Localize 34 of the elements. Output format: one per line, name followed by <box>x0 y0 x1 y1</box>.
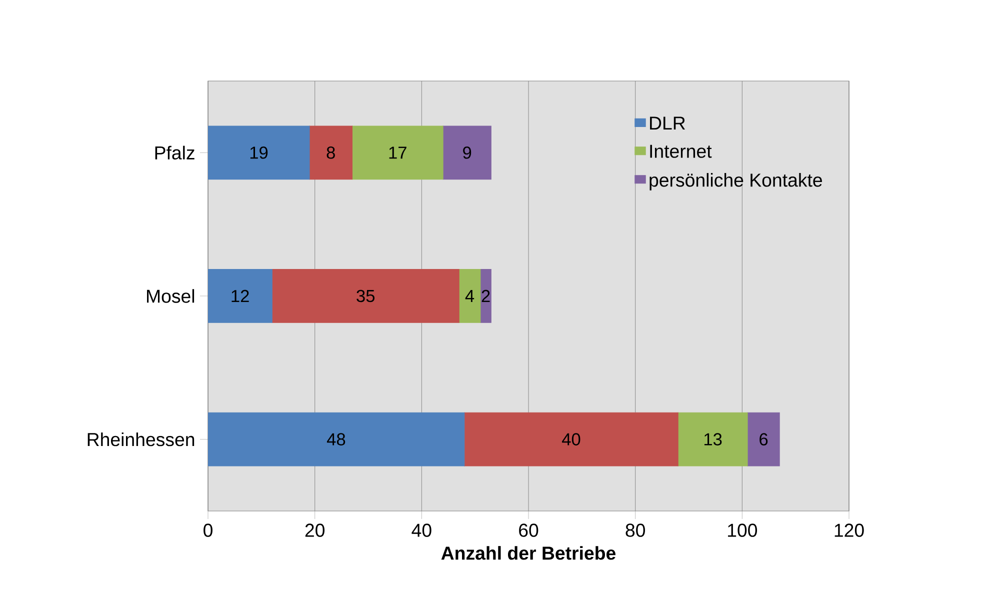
data-label: 6 <box>760 433 768 446</box>
legend-label: DLR <box>650 116 685 130</box>
bar <box>442 126 492 180</box>
legend-label: persönliche Kontakte <box>650 173 822 190</box>
x-axis-title: Anzahl der Betriebe <box>441 546 616 560</box>
data-label: 4 <box>465 290 474 302</box>
x-tick-label: 120 <box>834 524 864 537</box>
x-tick-label: 0 <box>204 524 212 537</box>
x-tick-label: 80 <box>626 524 645 537</box>
x-tick-label: 20 <box>305 524 324 537</box>
data-label: 12 <box>232 290 249 302</box>
data-label: 17 <box>389 146 406 159</box>
y-tick-label: Rheinhessen <box>88 432 194 446</box>
x-tick-label: 100 <box>728 524 758 537</box>
bar <box>464 412 678 466</box>
bar <box>309 126 352 180</box>
y-tick-label: Mosel <box>147 289 194 303</box>
data-label: 48 <box>326 433 346 446</box>
y-tick-label: Pfalz <box>155 146 194 160</box>
data-label: 35 <box>356 290 374 302</box>
x-tick-label: 60 <box>519 524 538 537</box>
data-label: 13 <box>704 433 722 446</box>
data-label: 40 <box>562 433 580 446</box>
bar <box>678 412 748 466</box>
data-label: 2 <box>482 290 490 302</box>
bar <box>458 269 481 323</box>
bar <box>272 269 460 323</box>
x-tick-label: 40 <box>412 524 432 537</box>
legend-label: Internet <box>650 144 712 158</box>
bar <box>352 126 444 180</box>
bar <box>747 412 780 466</box>
data-label: 8 <box>326 146 335 159</box>
data-label: 19 <box>250 146 268 159</box>
data-label: 9 <box>463 146 472 159</box>
